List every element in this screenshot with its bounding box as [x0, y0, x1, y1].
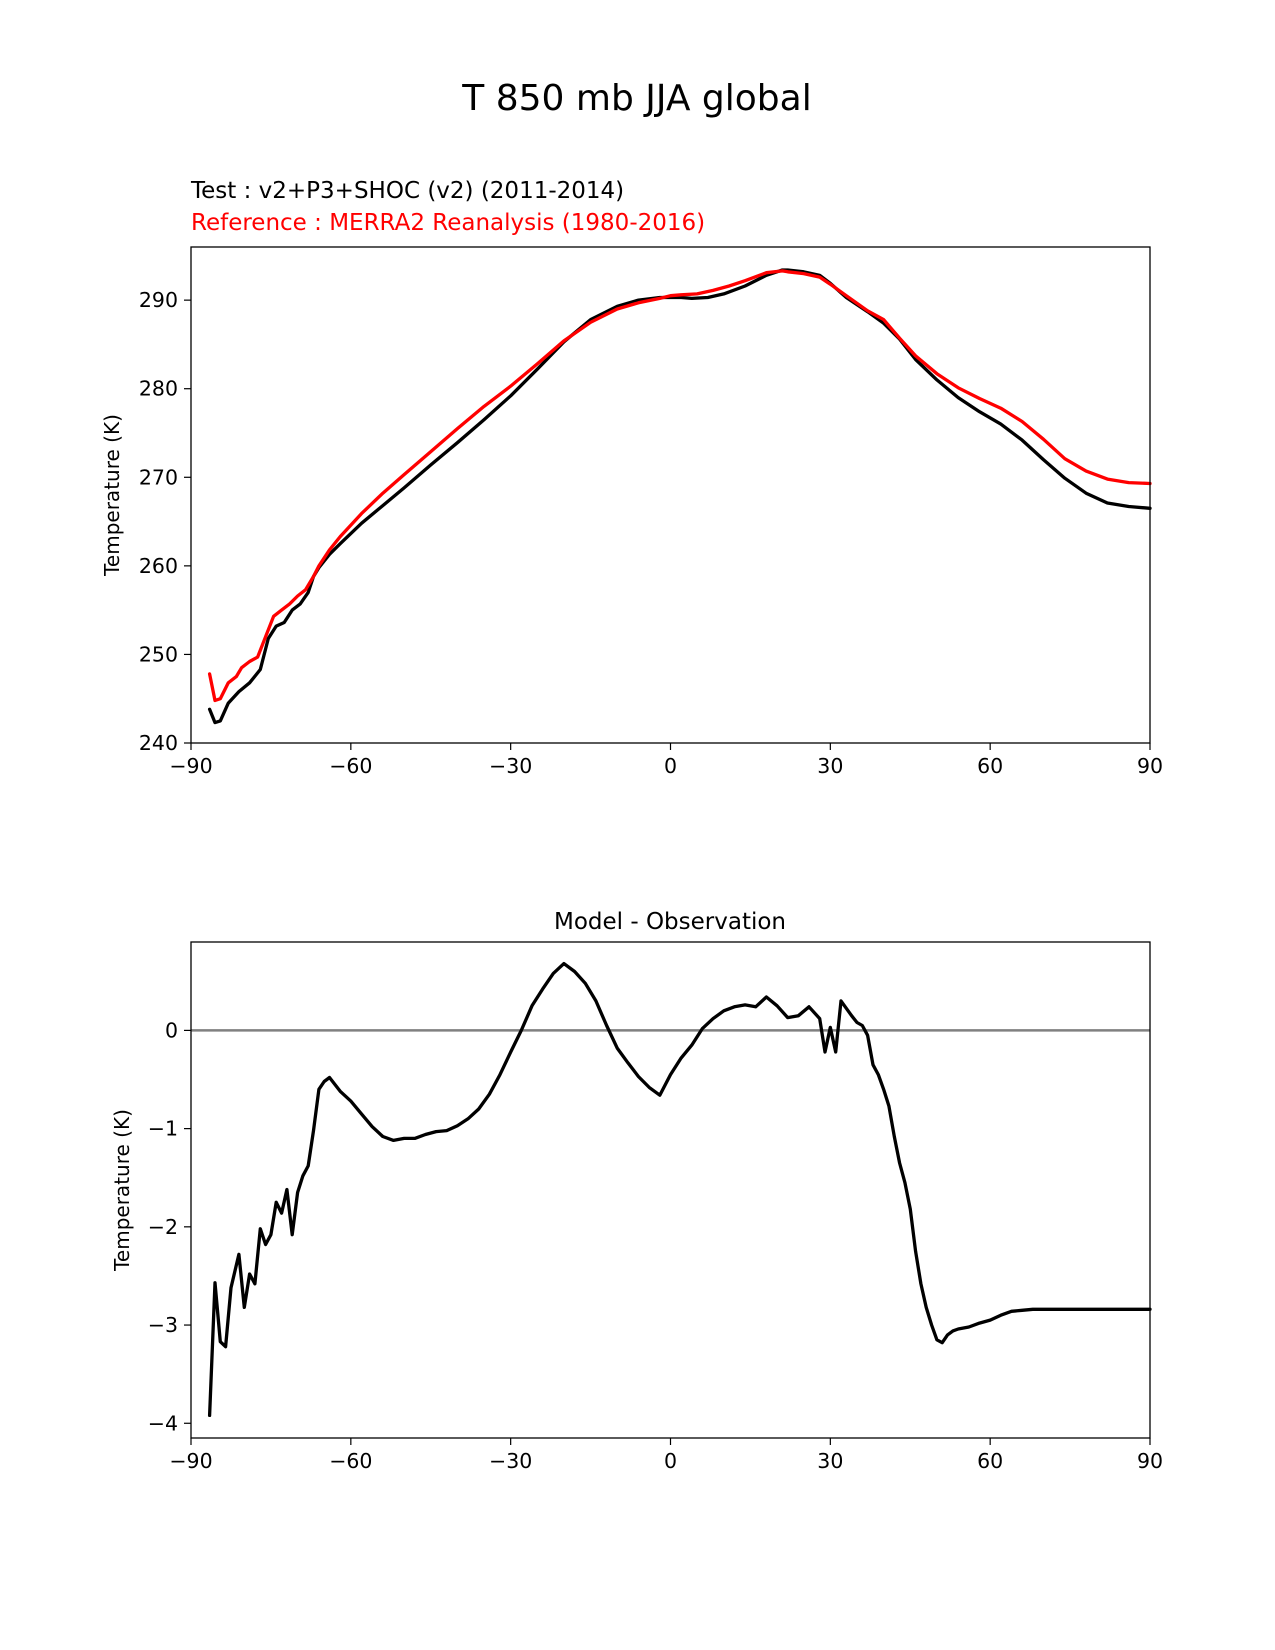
- bottom-x-tick-label: 0: [664, 1449, 677, 1473]
- bottom-x-tick-label: 90: [1137, 1449, 1163, 1473]
- top-series-test: [207, 268, 1152, 725]
- top-x-tick-label: −30: [489, 754, 532, 778]
- bottom-axes-frame: [190, 941, 1151, 1439]
- bottom-panel: Model - Observation −90 −60 −30 0 30 60 90−4−3…: [110, 909, 1163, 1473]
- top-x-tick-label: −90: [169, 754, 212, 778]
- top-y-tick-label: 260: [139, 554, 178, 578]
- bottom-x-tick-label: −60: [329, 1449, 372, 1473]
- bottom-y-axis-label: Temperature (K): [110, 1109, 134, 1272]
- reference-label: Reference : MERRA2 Reanalysis (1980-2016…: [191, 210, 705, 236]
- bottom-y-tick-label: −1: [148, 1117, 178, 1141]
- top-y-tick-label: 270: [139, 465, 178, 489]
- test-label: Test : v2+P3+SHOC (v2) (2011-2014): [190, 178, 624, 204]
- bottom-x-tick-label: 60: [977, 1449, 1003, 1473]
- top-y-axis-label: Temperature (K): [100, 414, 124, 577]
- top-x-tick-label: 90: [1137, 754, 1163, 778]
- top-panel: Test : v2+P3+SHOC (v2) (2011-2014) Refer…: [100, 178, 1163, 778]
- bottom-plot-area: −90 −60 −30 0 30 60 90 −4 −3 −2 −1 0: [148, 961, 1163, 1473]
- bottom-panel-title: Model - Observation: [554, 909, 786, 935]
- bottom-y-tick-label: −3: [148, 1313, 178, 1337]
- top-x-tick-label: −60: [329, 754, 372, 778]
- top-y-tick-label: 250: [139, 642, 178, 666]
- top-series-reference: [207, 269, 1152, 703]
- top-plot-area: −90 −60 −30 0 30 60 90 240 250 260 270 280 290: [139, 268, 1163, 778]
- top-x-tick-label: 0: [664, 754, 677, 778]
- top-y-tick-label: 290: [139, 288, 178, 312]
- bottom-x-tick-label: 30: [817, 1449, 843, 1473]
- bottom-series-model-observation: [207, 961, 1152, 1418]
- bottom-y-tick-label: 0: [165, 1018, 178, 1042]
- figure-title: T 850 mb JJA global: [461, 78, 811, 119]
- top-axes-frame: [190, 246, 1151, 744]
- bottom-y-tick-label: −4: [148, 1411, 178, 1435]
- bottom-x-tick-label: −30: [489, 1449, 532, 1473]
- top-x-tick-label: 30: [817, 754, 843, 778]
- top-y-tick-label: 280: [139, 377, 178, 401]
- top-y-tick-label: 240: [139, 731, 178, 755]
- bottom-x-tick-label: −90: [169, 1449, 212, 1473]
- top-x-tick-label: 60: [977, 754, 1003, 778]
- bottom-y-tick-label: −2: [148, 1215, 178, 1239]
